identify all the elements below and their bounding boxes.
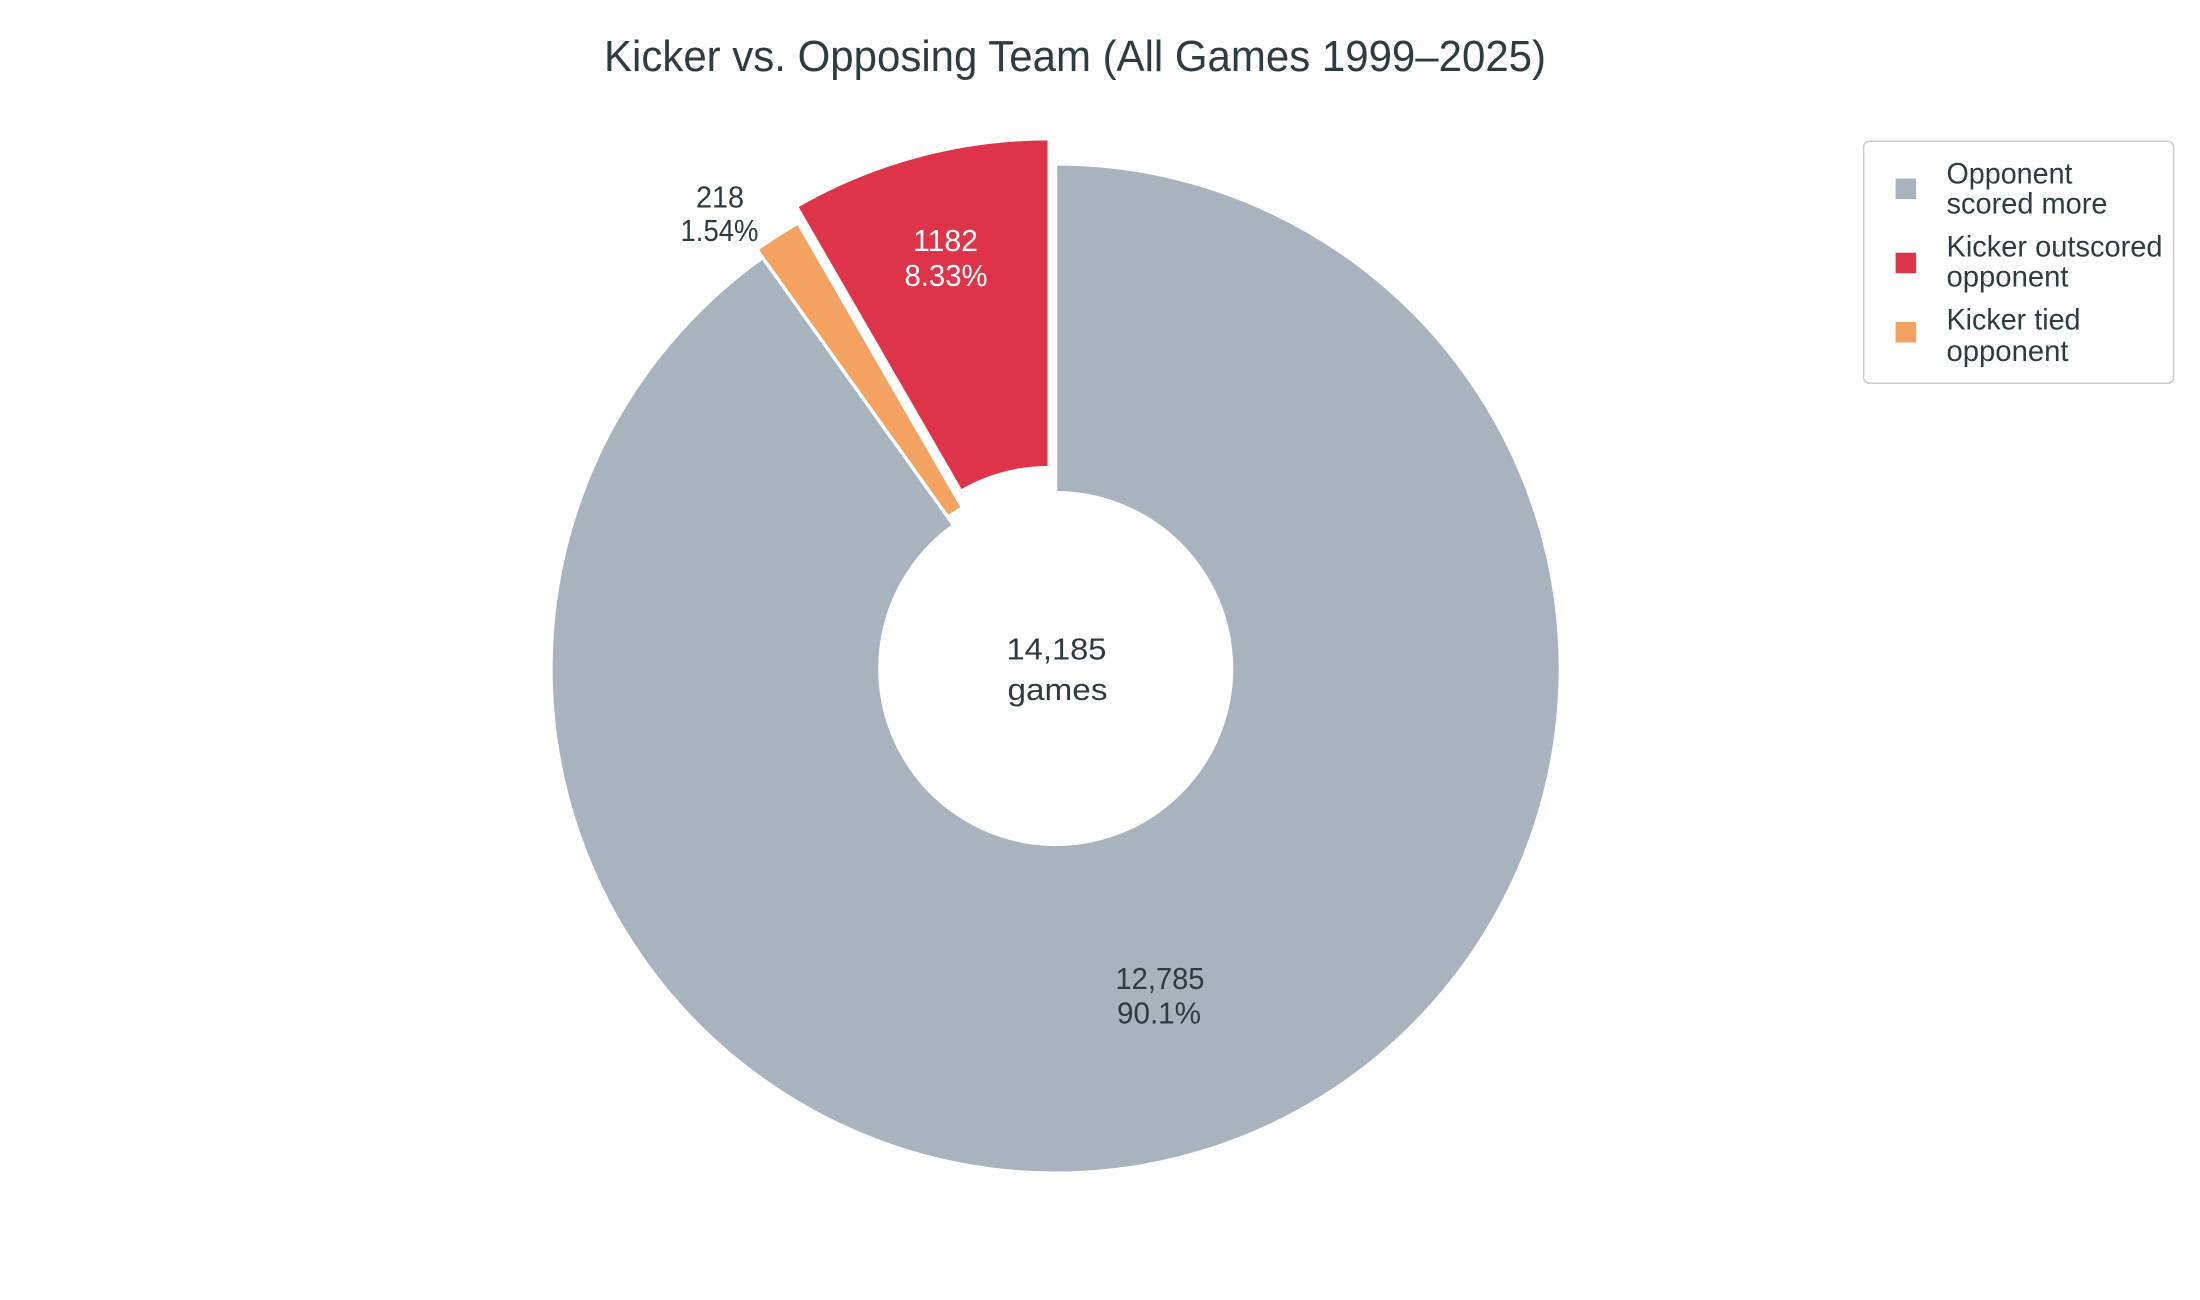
svg-text:12,785: 12,785 [1116, 961, 1205, 996]
svg-text:games: games [1008, 673, 1108, 707]
svg-text:90.1%: 90.1% [1117, 996, 1201, 1031]
svg-text:opponent: opponent [1947, 260, 2070, 293]
svg-text:scored more: scored more [1947, 188, 2108, 221]
svg-text:Kicker outscored: Kicker outscored [1947, 230, 2163, 263]
svg-text:1.54%: 1.54% [681, 213, 759, 248]
svg-text:Opponent: Opponent [1947, 157, 2074, 190]
svg-text:Kicker vs. Opposing Team (All: Kicker vs. Opposing Team (All Games 1999… [604, 32, 1546, 81]
svg-text:1182: 1182 [913, 223, 978, 258]
svg-text:8.33%: 8.33% [905, 258, 988, 293]
svg-text:opponent: opponent [1947, 335, 2070, 368]
svg-text:218: 218 [696, 180, 744, 215]
svg-text:14,185: 14,185 [1007, 632, 1107, 666]
svg-text:Kicker tied: Kicker tied [1947, 304, 2081, 337]
